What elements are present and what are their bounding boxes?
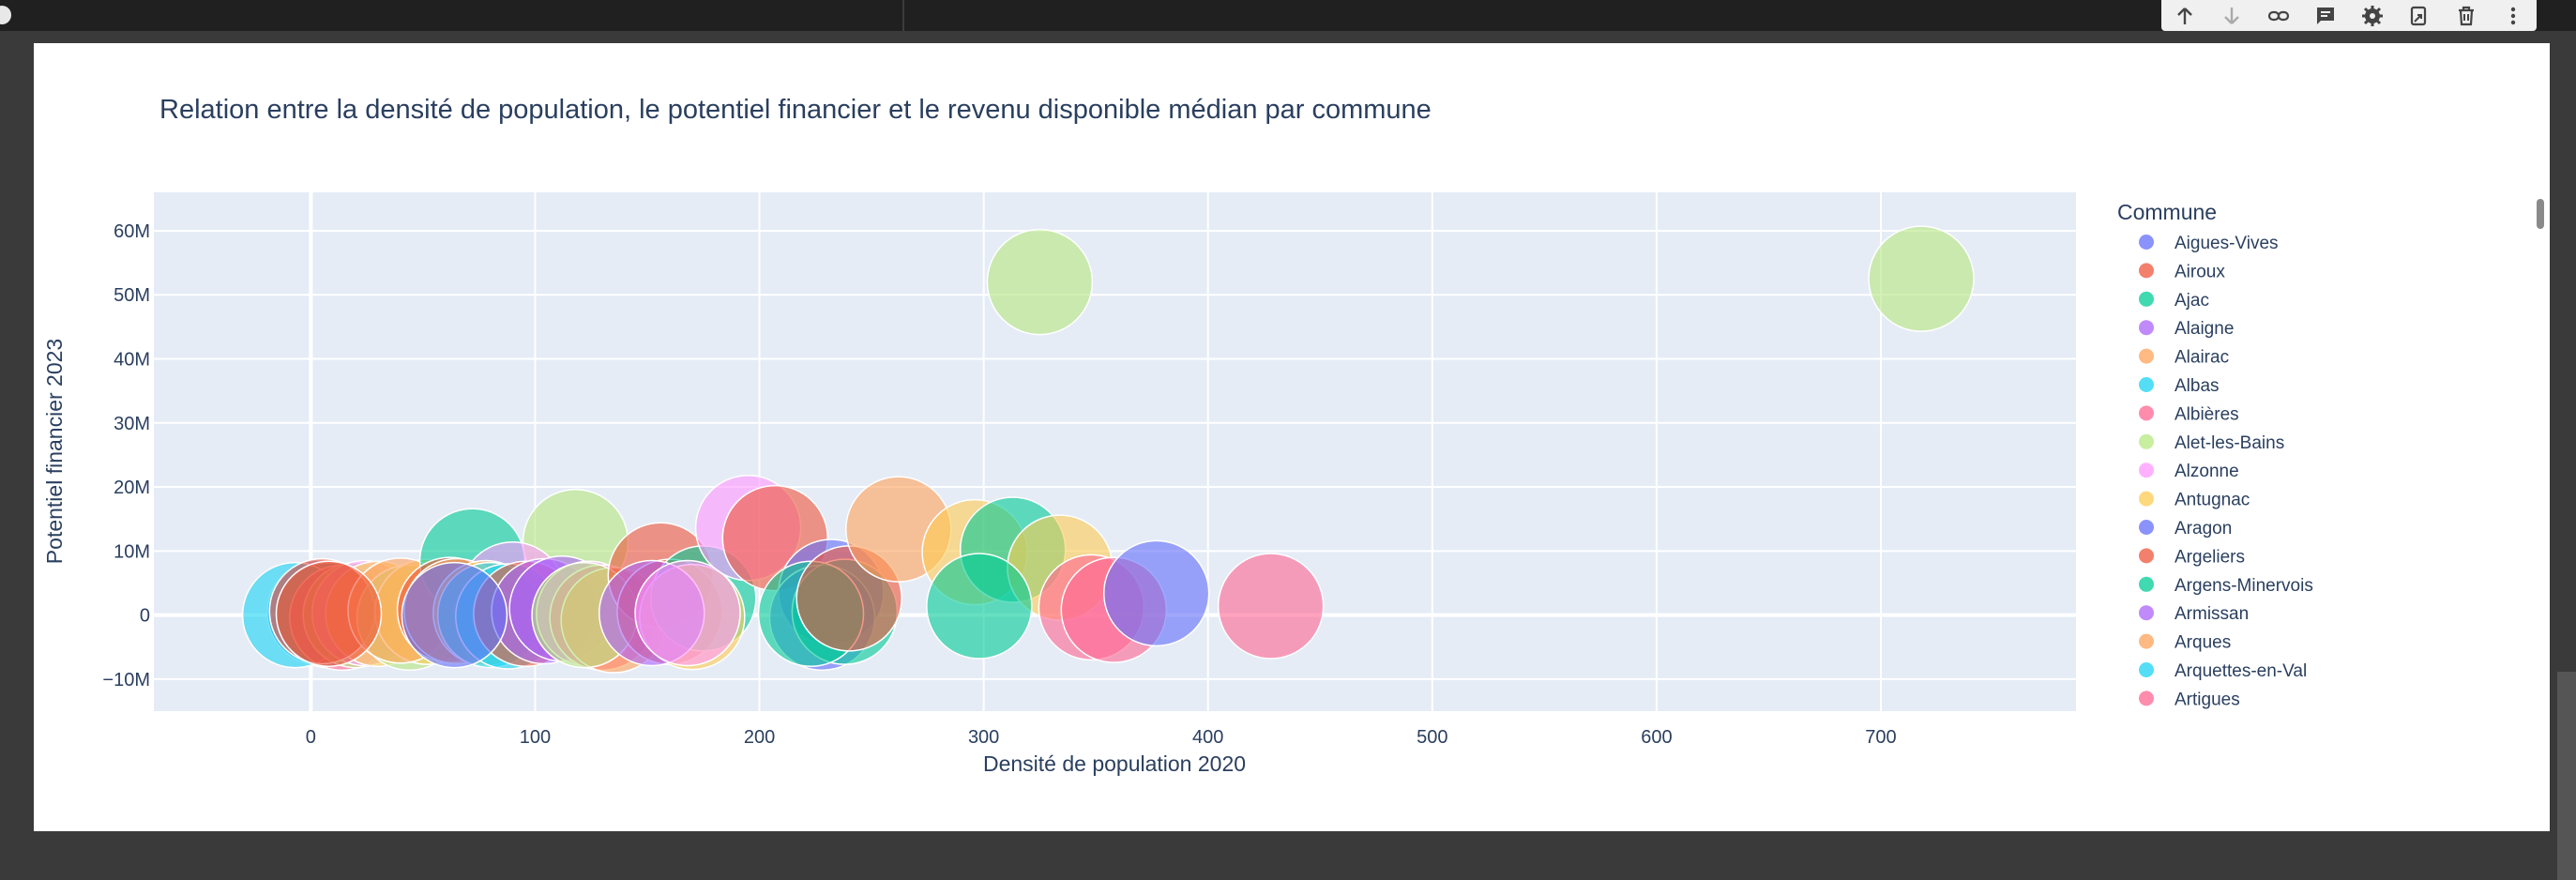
comment-icon[interactable] (2309, 0, 2342, 31)
legend-item[interactable]: Aigues-Vives (2174, 234, 2279, 253)
legend-marker (2139, 263, 2154, 279)
legend-item[interactable]: Argeliers (2174, 547, 2245, 567)
legend-item[interactable]: Alzonne (2174, 462, 2239, 481)
legend-item[interactable]: Argens-Minervois (2174, 576, 2313, 596)
arrow-up-icon[interactable] (2168, 0, 2202, 31)
legend-marker (2139, 633, 2154, 649)
legend-item[interactable]: Artigues (2174, 690, 2240, 709)
legend-marker (2139, 548, 2154, 564)
legend-marker (2139, 348, 2154, 364)
legend-item[interactable]: Aragon (2174, 519, 2232, 539)
bubble-point[interactable] (1102, 539, 1210, 647)
y-tick-label: −10M (102, 670, 150, 690)
legend-item[interactable]: Antugnac (2174, 491, 2250, 510)
legend-marker (2139, 491, 2154, 507)
y-tick-label: 50M (114, 285, 150, 306)
legend-item[interactable]: Alet-les-Bains (2174, 433, 2284, 453)
y-tick-label: 0 (140, 606, 150, 627)
legend-item[interactable]: Arquettes-en-Val (2174, 661, 2307, 681)
bubbles-layer (241, 225, 1975, 674)
y-tick-label: 40M (114, 350, 150, 371)
bubble-point[interactable] (634, 559, 741, 667)
bubble-point[interactable] (1868, 225, 1975, 332)
x-tick-label: 400 (1192, 727, 1223, 748)
page-scrollbar[interactable] (2557, 672, 2576, 880)
legend-marker (2139, 405, 2154, 421)
x-tick-label: 300 (968, 727, 999, 748)
legend-item[interactable]: Albières (2174, 404, 2239, 424)
legend-marker (2139, 662, 2154, 677)
trash-icon[interactable] (2449, 0, 2483, 31)
legend-marker (2139, 433, 2154, 449)
bubble-point[interactable] (401, 561, 508, 669)
x-tick-label: 0 (306, 727, 316, 748)
legend-item[interactable]: Alaigne (2174, 319, 2234, 339)
legend-item[interactable]: Arques (2174, 633, 2231, 653)
mirror-cell-icon[interactable] (2402, 0, 2436, 31)
x-tick-label: 600 (1641, 727, 1672, 748)
legend-scrollbar[interactable] (2537, 199, 2544, 229)
more-vert-icon[interactable] (2496, 0, 2530, 31)
gear-icon[interactable] (2356, 0, 2389, 31)
legend-title: Commune (2117, 200, 2217, 224)
y-axis-title: Potentiel financier 2023 (42, 339, 67, 564)
x-tick-label: 200 (744, 727, 775, 748)
notebook-top-bar (0, 0, 2576, 31)
y-tick-label: 10M (114, 541, 150, 562)
legend-item[interactable]: Airoux (2174, 262, 2225, 281)
y-tick-label: 60M (114, 221, 150, 242)
bubble-point[interactable] (275, 560, 383, 667)
legend-marker (2139, 690, 2154, 706)
legend-item[interactable]: Alairac (2174, 348, 2229, 368)
chart-title: Relation entre la densité de population,… (159, 95, 1432, 125)
legend: Commune Aigues-Vives Airoux Ajac Alaigne Ala… (2117, 200, 2313, 709)
legend-marker (2139, 291, 2154, 307)
legend-marker (2139, 377, 2154, 392)
legend-marker (2139, 520, 2154, 535)
link-icon[interactable] (2262, 0, 2296, 31)
legend-item[interactable]: Ajac (2174, 291, 2209, 311)
legend-marker (2139, 235, 2154, 250)
x-tick-label: 700 (1865, 727, 1896, 748)
x-axis-ticks: 0 100 200 300 400 500 600 700 (306, 727, 1897, 748)
notebook-background (0, 831, 2576, 880)
legend-marker (2139, 463, 2154, 478)
x-tick-label: 500 (1417, 727, 1447, 748)
bubble-point[interactable] (1217, 553, 1325, 660)
bubble-point[interactable] (986, 228, 1094, 336)
legend-item[interactable]: Albas (2174, 376, 2220, 396)
legend-marker (2139, 605, 2154, 621)
bubble-point[interactable] (926, 553, 1033, 660)
top-bar-divider (902, 0, 904, 31)
y-axis-ticks: −10M 0 10M 20M 30M 40M 50M 60M (102, 221, 150, 690)
x-tick-label: 100 (520, 727, 551, 748)
y-tick-label: 20M (114, 478, 150, 498)
legend-marker (2139, 576, 2154, 592)
y-tick-label: 30M (114, 414, 150, 434)
x-axis-title: Densité de population 2020 (983, 751, 1246, 776)
legend-item[interactable]: Armissan (2174, 604, 2249, 624)
collapse-icon[interactable] (0, 6, 11, 24)
cell-toolbar (2161, 0, 2537, 31)
arrow-down-icon[interactable] (2215, 0, 2249, 31)
legend-marker (2139, 320, 2154, 336)
